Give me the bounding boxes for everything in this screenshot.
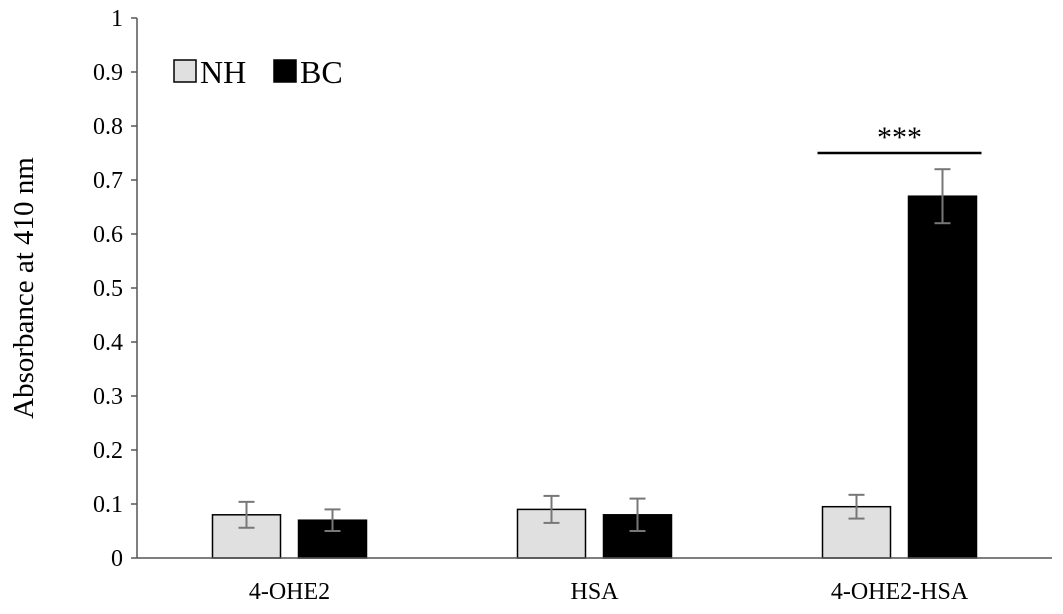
- error-bars: [238, 168, 951, 532]
- y-tick-label: 0: [111, 546, 123, 572]
- legend: NH BC: [173, 54, 343, 90]
- y-tick-label: 1: [111, 6, 123, 32]
- category-label: HSA: [570, 579, 619, 605]
- bar-bc-3: [907, 195, 978, 559]
- y-tick-label: 0.7: [93, 168, 123, 194]
- y-axis-label: Absorbance at 410 nm: [8, 157, 40, 419]
- bars: [211, 195, 978, 559]
- category-label: 4-OHE2: [249, 579, 330, 605]
- y-tick-label: 0.6: [93, 222, 123, 248]
- legend-label-bc: BC: [300, 54, 343, 90]
- y-tick-label: 0.8: [93, 114, 123, 140]
- y-tick-label: 0.3: [93, 384, 123, 410]
- y-tick-label: 0.5: [93, 276, 123, 302]
- y-tick-label: 0.9: [93, 60, 123, 86]
- y-tick-label: 0.4: [93, 330, 123, 356]
- legend-swatch-nh: [173, 59, 197, 83]
- category-label: 4-OHE2-HSA: [831, 579, 969, 605]
- y-axis-ticks: 0 0.1 0.2 0.3 0.4 0.5 0.6 0.7 0.8 0.9 1: [93, 6, 138, 572]
- legend-label-nh: NH: [200, 54, 246, 90]
- annotations: ***: [817, 121, 982, 155]
- significance-label: ***: [877, 121, 922, 154]
- y-tick-label: 0.2: [93, 438, 123, 464]
- legend-swatch-bc: [273, 59, 297, 83]
- category-labels: 4-OHE2 HSA 4-OHE2-HSA: [249, 579, 969, 605]
- y-tick-label: 0.1: [93, 492, 123, 518]
